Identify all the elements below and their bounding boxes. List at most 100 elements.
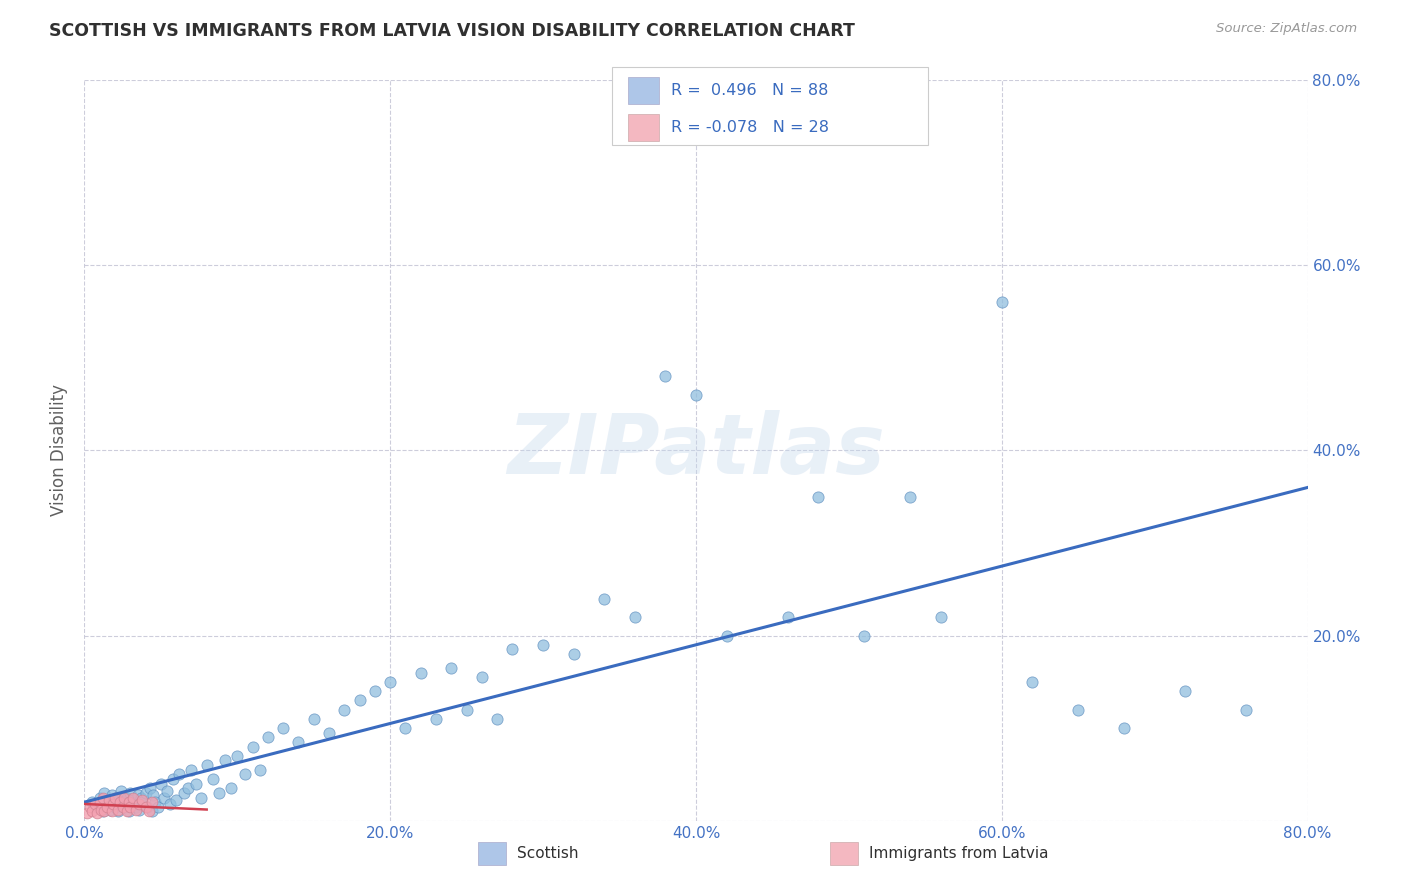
Point	[103, 797, 125, 811]
Point	[104, 799, 127, 814]
Point	[125, 803, 148, 817]
Point	[115, 790, 138, 805]
Point	[201, 772, 224, 786]
Point	[898, 490, 921, 504]
Point	[624, 610, 647, 624]
Point	[138, 805, 160, 819]
Text: Source: ZipAtlas.com: Source: ZipAtlas.com	[1216, 22, 1357, 36]
Point	[394, 721, 416, 735]
Point	[1067, 703, 1090, 717]
Point	[89, 790, 111, 805]
Point	[333, 703, 356, 717]
Point	[149, 776, 172, 791]
Point	[471, 670, 494, 684]
Point	[107, 805, 129, 819]
Point	[136, 799, 159, 814]
Text: ZIPatlas: ZIPatlas	[508, 410, 884, 491]
Point	[1174, 684, 1197, 698]
Point	[79, 799, 101, 814]
Point	[80, 805, 103, 819]
Point	[486, 712, 509, 726]
Point	[76, 806, 98, 821]
Point	[190, 790, 212, 805]
Point	[593, 591, 616, 606]
Point	[233, 767, 256, 781]
Point	[97, 793, 120, 807]
Point	[129, 790, 152, 805]
Point	[120, 786, 142, 800]
Point	[219, 781, 242, 796]
Point	[91, 805, 114, 819]
Text: Immigrants from Latvia: Immigrants from Latvia	[869, 847, 1049, 861]
Point	[562, 647, 585, 661]
Point	[96, 797, 118, 811]
Point	[107, 803, 129, 817]
Point	[131, 795, 153, 809]
Point	[84, 797, 107, 811]
Point	[409, 665, 432, 680]
Point	[128, 797, 150, 811]
Point	[115, 805, 138, 819]
Point	[80, 795, 103, 809]
Point	[807, 490, 830, 504]
Point	[257, 731, 280, 745]
Point	[364, 684, 387, 698]
Point	[654, 369, 676, 384]
Point	[1114, 721, 1136, 735]
Point	[156, 784, 179, 798]
Point	[135, 799, 157, 814]
Point	[531, 638, 554, 652]
Point	[173, 786, 195, 800]
Point	[776, 610, 799, 624]
Point	[456, 703, 478, 717]
Point	[108, 795, 131, 809]
Point	[91, 790, 114, 805]
Point	[89, 795, 111, 809]
Point	[104, 790, 127, 805]
Point	[685, 388, 707, 402]
Point	[349, 693, 371, 707]
Point	[121, 797, 143, 811]
Point	[90, 803, 112, 817]
Point	[112, 799, 135, 814]
Point	[122, 790, 145, 805]
Point	[425, 712, 447, 726]
Point	[105, 790, 128, 805]
Point	[929, 610, 952, 624]
Point	[195, 758, 218, 772]
Point	[86, 806, 108, 821]
Point	[118, 805, 141, 819]
Point	[1021, 674, 1043, 689]
Point	[302, 712, 325, 726]
Text: SCOTTISH VS IMMIGRANTS FROM LATVIA VISION DISABILITY CORRELATION CHART: SCOTTISH VS IMMIGRANTS FROM LATVIA VISIO…	[49, 22, 855, 40]
Point	[96, 799, 118, 814]
Text: R =  0.496   N = 88: R = 0.496 N = 88	[671, 83, 828, 98]
Point	[502, 642, 524, 657]
Point	[162, 772, 184, 786]
Point	[226, 748, 249, 763]
Point	[165, 793, 187, 807]
Text: Scottish: Scottish	[517, 847, 579, 861]
Point	[143, 795, 166, 809]
Point	[214, 754, 236, 768]
Point	[716, 628, 738, 642]
Point	[146, 799, 169, 814]
Point	[86, 799, 108, 814]
Point	[159, 797, 181, 811]
Point	[111, 795, 134, 809]
Point	[141, 805, 163, 819]
Point	[111, 799, 134, 814]
Point	[271, 721, 294, 735]
Point	[242, 739, 264, 754]
Point	[991, 295, 1014, 310]
Y-axis label: Vision Disability: Vision Disability	[51, 384, 69, 516]
Point	[93, 805, 115, 819]
Point	[180, 763, 202, 777]
Point	[101, 805, 124, 819]
Point	[101, 788, 124, 802]
Point	[380, 674, 402, 689]
Point	[97, 793, 120, 807]
Point	[98, 803, 121, 817]
Point	[135, 786, 157, 800]
Point	[110, 784, 132, 798]
